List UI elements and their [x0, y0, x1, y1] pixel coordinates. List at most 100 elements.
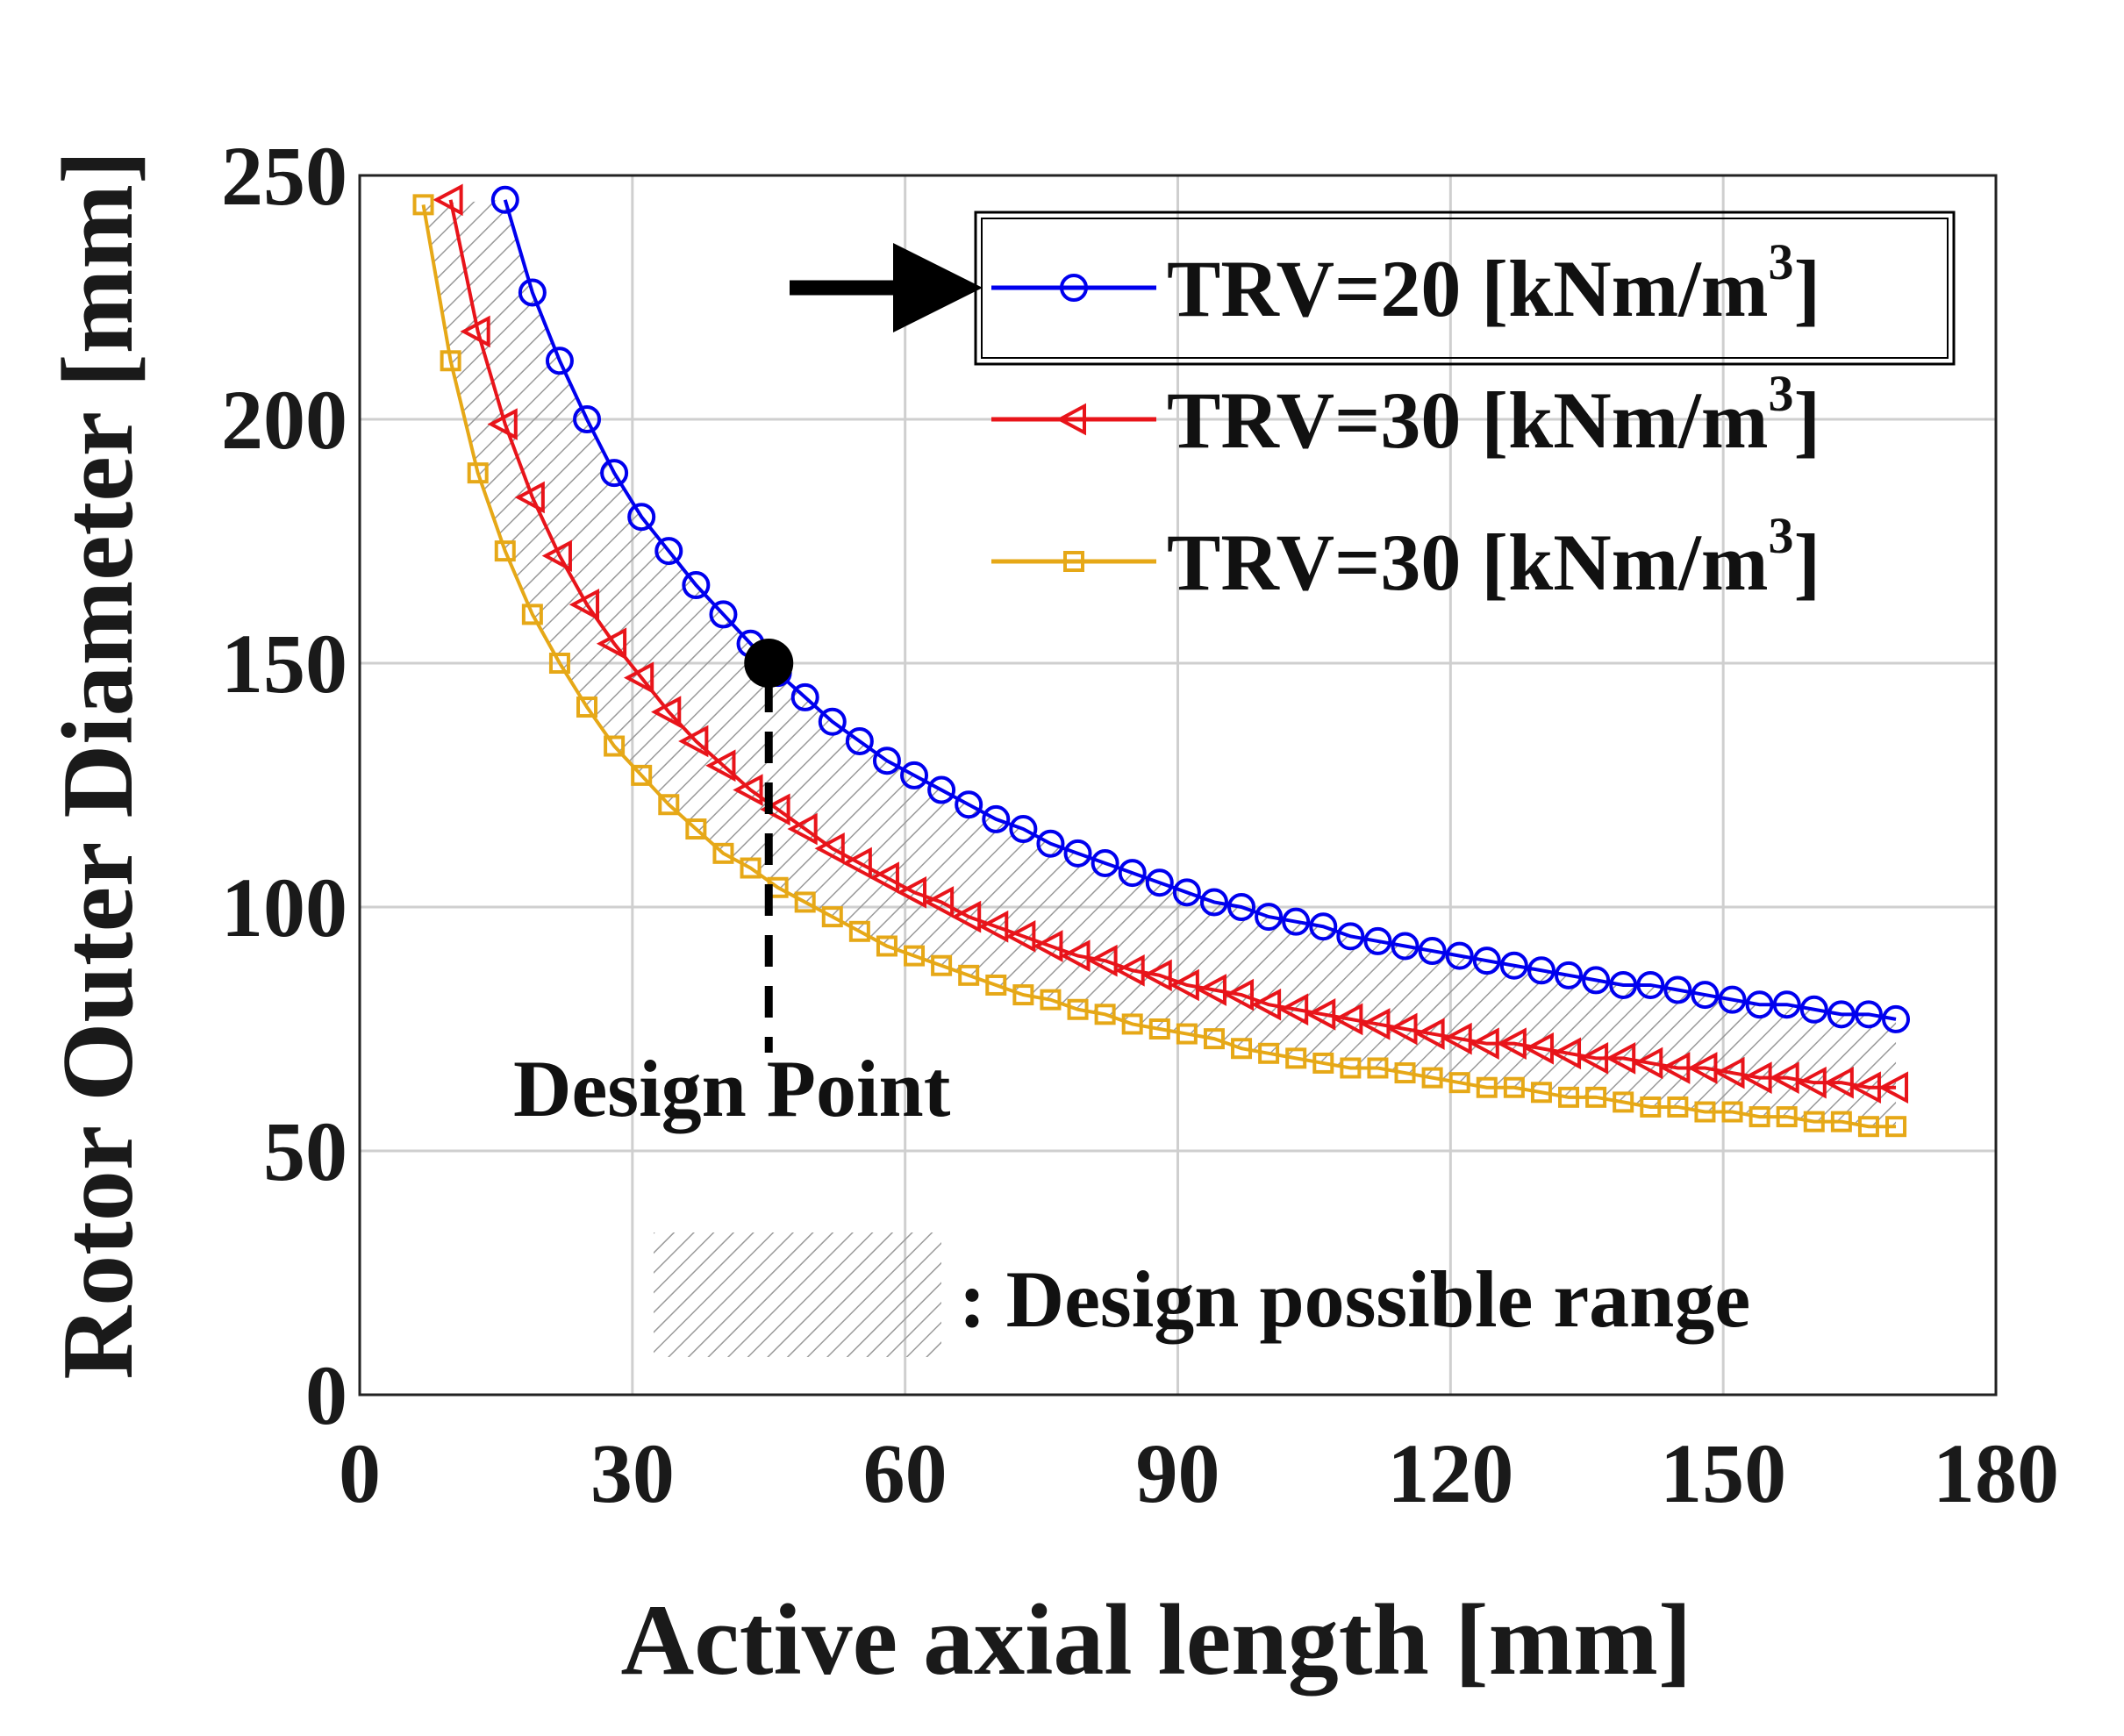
series-marker-1: [1087, 944, 1118, 977]
plot-frame: [358, 174, 1998, 1397]
series-marker-0: [1227, 893, 1256, 921]
series-marker-0: [1799, 995, 1828, 1024]
x-tick-label: 60: [863, 1426, 948, 1520]
x-tick-label: 120: [1387, 1426, 1513, 1520]
legend-marker-1: [1055, 403, 1086, 436]
series-marker-0: [1582, 966, 1611, 995]
series-marker-2: [1231, 1038, 1253, 1060]
series-marker-2: [1367, 1057, 1389, 1079]
y-axis-title: Rotor Outer Diameter [mm]: [42, 150, 154, 1379]
series-marker-2: [440, 350, 461, 372]
series-marker-1: [733, 774, 763, 806]
series-marker-2: [1394, 1062, 1416, 1084]
series-marker-0: [927, 775, 956, 804]
series-marker-2: [1885, 1116, 1907, 1138]
x-tick-labels: 0 30 60 90 120 150 180: [339, 1426, 2059, 1520]
series-marker-1: [1196, 974, 1226, 1006]
series-marker-0: [545, 346, 574, 375]
y-tick-label: 150: [221, 617, 347, 711]
series-marker-2: [931, 954, 953, 976]
series-marker-0: [1118, 859, 1147, 888]
series-marker-0: [682, 571, 711, 600]
series-marker-2: [904, 945, 926, 967]
series-marker-0: [1555, 961, 1584, 989]
series-marker-1: [1169, 968, 1199, 1002]
series-marker-0: [1718, 985, 1747, 1014]
series-marker-2: [658, 794, 680, 816]
shade-legend-label: : Design possible range: [959, 1254, 1750, 1344]
series-marker-2: [412, 194, 434, 216]
series-marker-1: [841, 847, 872, 880]
legend-marker-2: [1063, 551, 1084, 572]
series-marker-2: [1312, 1052, 1334, 1074]
series-marker-2: [1530, 1082, 1552, 1104]
series-marker-2: [1694, 1101, 1716, 1123]
series-marker-2: [712, 842, 734, 864]
series-marker-1: [814, 832, 845, 865]
series-marker-2: [1640, 1096, 1662, 1118]
series-marker-0: [900, 761, 929, 789]
y-tick-label: 0: [305, 1348, 347, 1442]
series-marker-1: [514, 481, 545, 514]
series-marker-1: [569, 588, 600, 621]
series-marker-1: [1360, 1008, 1391, 1040]
y-tick-labels: 0 50 100 150 200 250: [221, 129, 347, 1442]
series-marker-2: [876, 935, 898, 957]
x-tick-label: 90: [1136, 1426, 1220, 1520]
series-marker-2: [1285, 1047, 1307, 1069]
y-tick-label: 50: [263, 1104, 347, 1198]
x-tick-label: 180: [1933, 1426, 2059, 1520]
series-marker-0: [1363, 926, 1392, 955]
shade-legend-swatch: [654, 1232, 941, 1357]
series-marker-1: [1277, 993, 1309, 1026]
series-marker-2: [740, 857, 762, 879]
series-marker-0: [1827, 1000, 1856, 1029]
series-marker-2: [1503, 1076, 1525, 1098]
series-marker-0: [573, 405, 602, 433]
series-marker-1: [541, 539, 572, 573]
series-marker-0: [790, 682, 819, 711]
series-marker-0: [1391, 932, 1420, 961]
series-marker-1: [1414, 1018, 1445, 1050]
series-marker-0: [1255, 903, 1284, 932]
series-marker-2: [1176, 1023, 1198, 1045]
series-marker-0: [1309, 912, 1338, 941]
series-marker-2: [521, 604, 543, 625]
series-marker-0: [1063, 839, 1092, 868]
series-marker-0: [1882, 1004, 1911, 1033]
series-marker-2: [548, 653, 570, 674]
series-marker-1: [1060, 939, 1091, 972]
series-marker-0: [627, 503, 656, 532]
series-marker-2: [1067, 998, 1089, 1020]
series-marker-1: [1523, 1032, 1554, 1065]
legend-label-0: TRV=20 [kNm/m3]: [1167, 233, 1820, 333]
series-marker-2: [1012, 984, 1034, 1006]
series-marker-0: [1527, 956, 1555, 985]
series-marker-0: [654, 537, 683, 566]
series-marker-1: [1877, 1071, 1909, 1104]
series-marker-0: [1418, 937, 1447, 966]
series-marker-2: [1667, 1096, 1689, 1118]
series-marker-2: [1830, 1111, 1852, 1132]
series-marker-2: [467, 462, 489, 484]
series-marker-1: [1769, 1061, 1799, 1094]
series-marker-2: [1094, 1004, 1116, 1025]
series-marker-1: [1550, 1037, 1582, 1070]
series-marker-0: [518, 278, 547, 307]
series-marker-1: [760, 793, 790, 826]
design-point-label: Design Point: [513, 1044, 951, 1133]
series-marker-1: [869, 861, 899, 894]
series-marker-1: [1250, 988, 1282, 1021]
legend-label-1: TRV=30 [kNm/m3]: [1167, 365, 1820, 465]
legend-highlight-box-inner: [981, 218, 1949, 359]
series-marker-0: [1772, 990, 1801, 1019]
series-marker-2: [1558, 1086, 1580, 1108]
series-marker-2: [1148, 1018, 1170, 1039]
series-marker-1: [1223, 978, 1255, 1011]
series-marker-2: [604, 735, 626, 757]
series-marker-1: [460, 315, 490, 348]
series-marker-0: [845, 726, 874, 755]
series-marker-1: [596, 627, 627, 661]
x-axis-title: Active axial length [mm]: [621, 1584, 1692, 1697]
series-marker-2: [1749, 1106, 1770, 1128]
